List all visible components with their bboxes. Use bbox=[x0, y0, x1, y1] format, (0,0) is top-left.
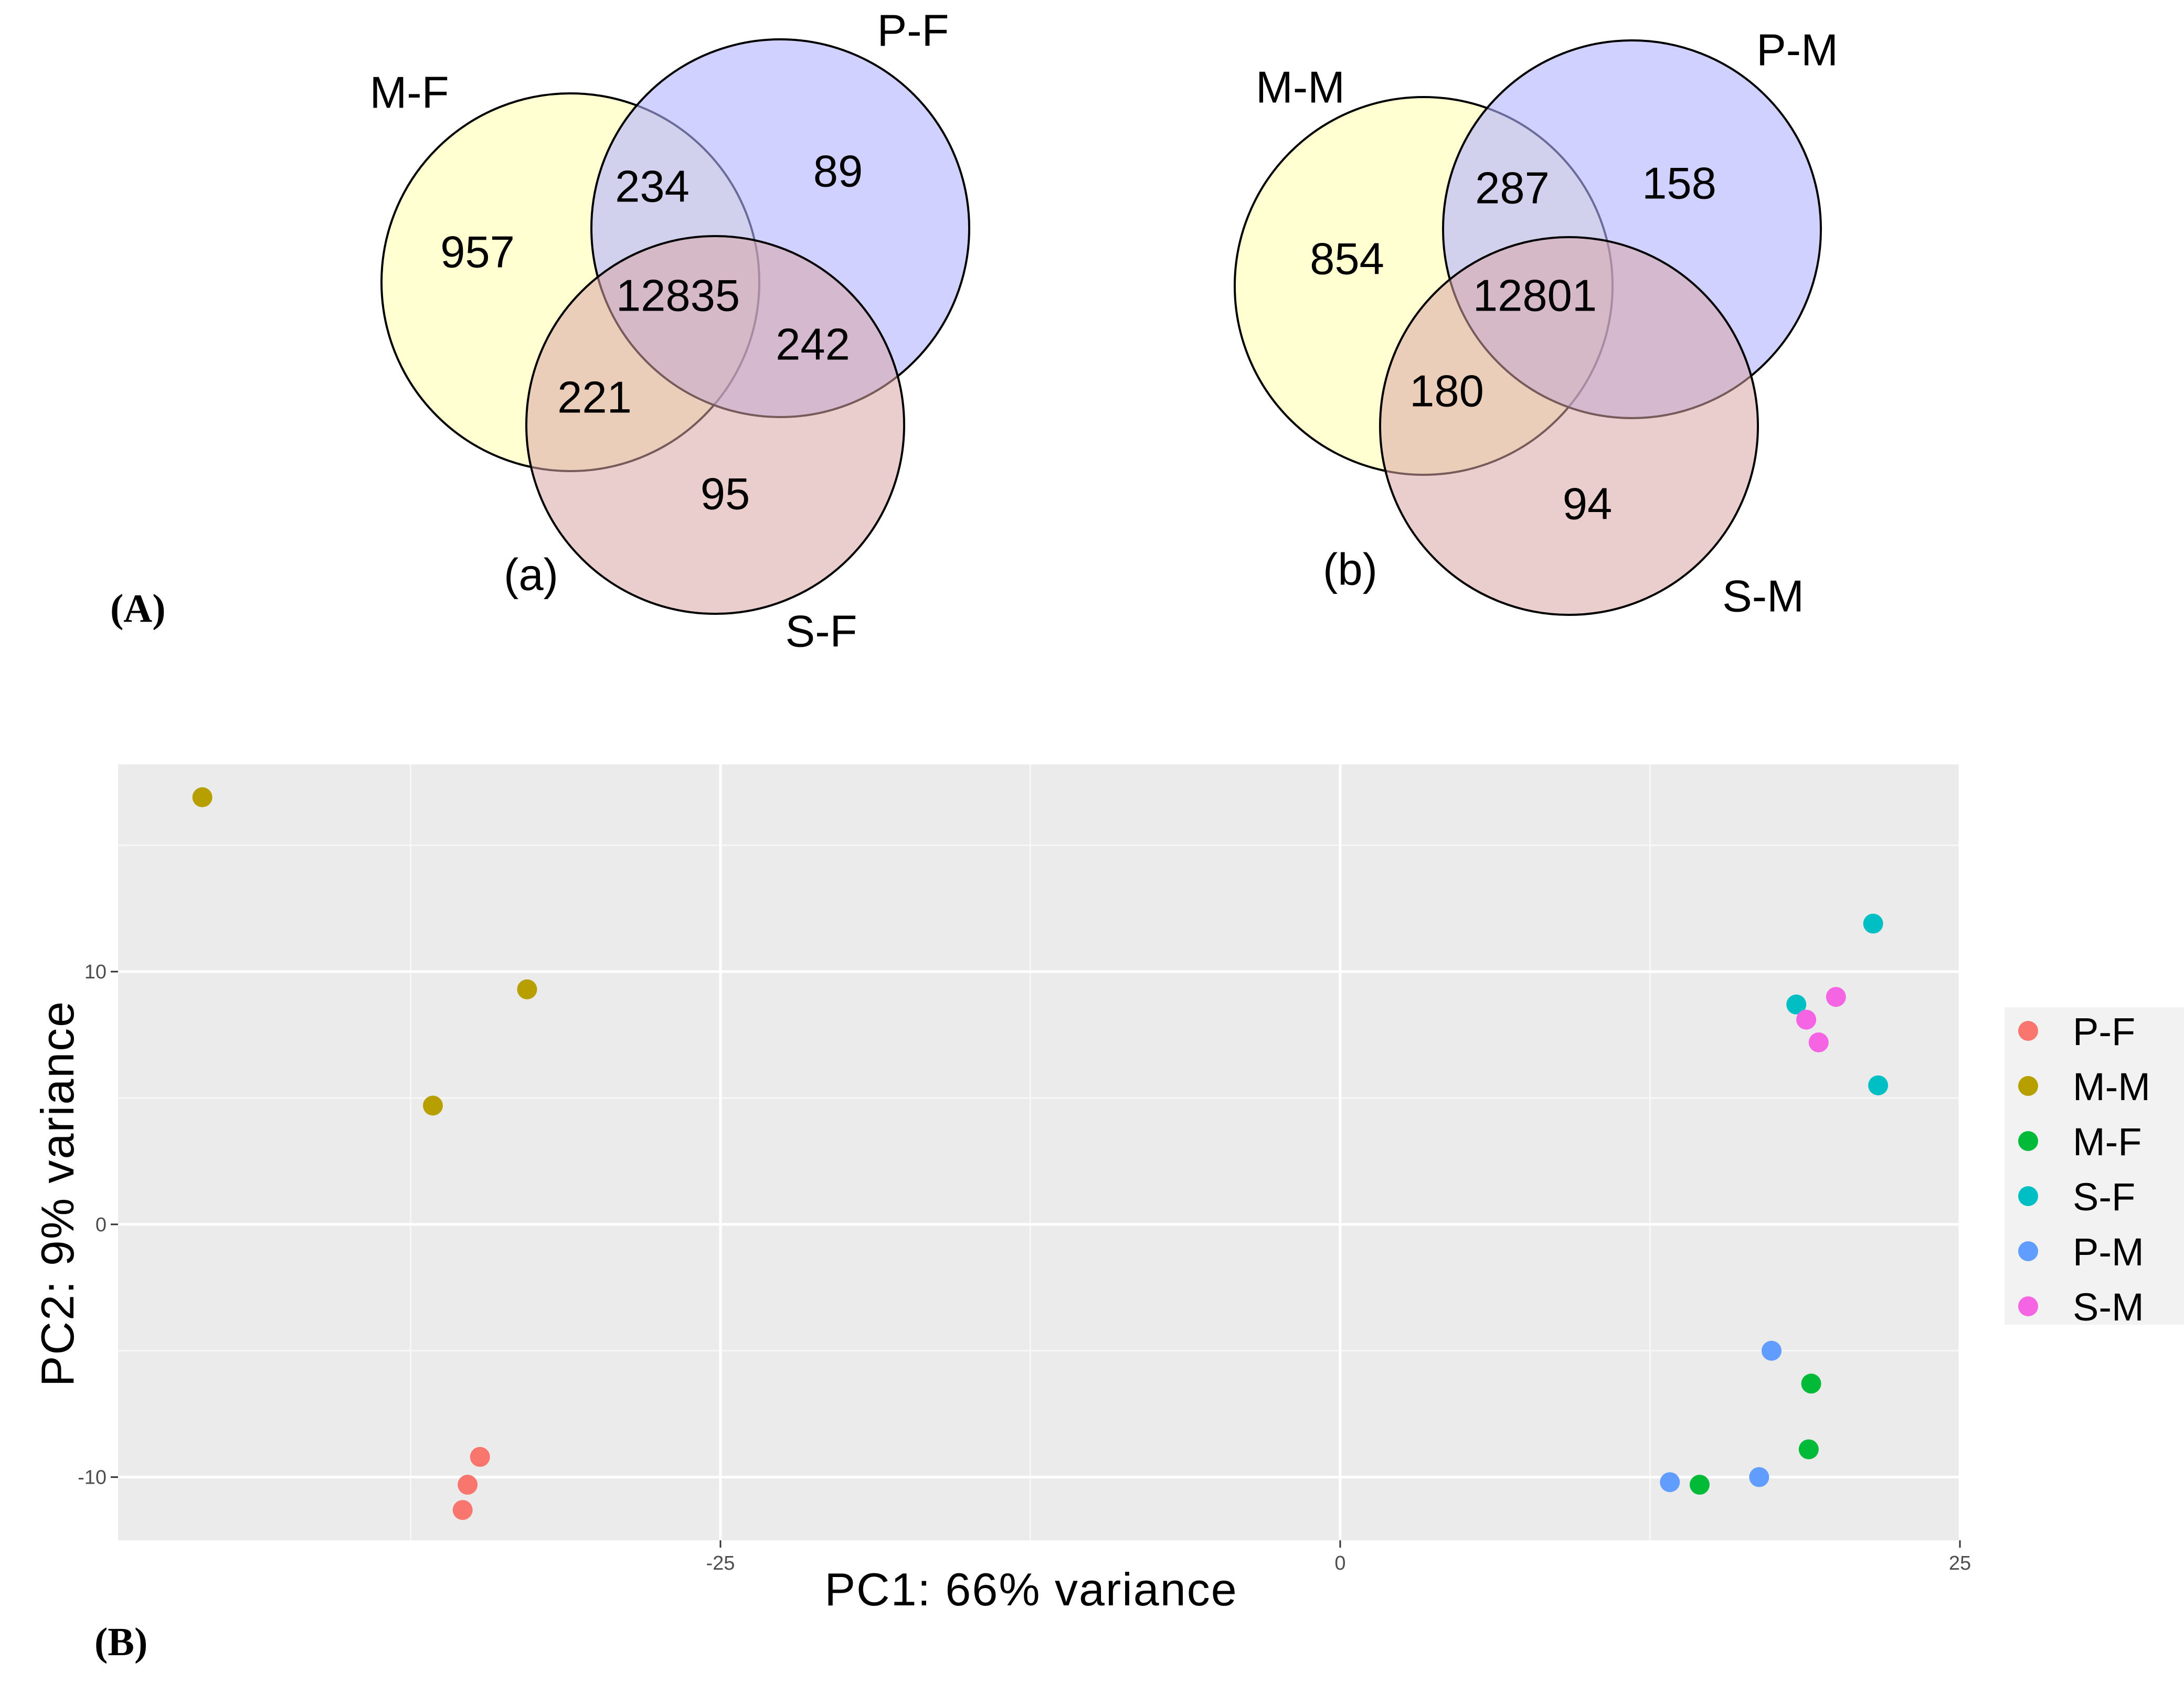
venn-a-region-sf-only: 95 bbox=[701, 469, 750, 519]
venn-a-circle-sf bbox=[525, 235, 905, 615]
x-tick-label: 0 bbox=[1334, 1552, 1345, 1574]
legend-key-s-m bbox=[2018, 1296, 2038, 1316]
point-s-f bbox=[1863, 913, 1883, 934]
panel-label-b: (B) bbox=[94, 1620, 147, 1664]
panel-label-a: (A) bbox=[110, 587, 166, 631]
venn-a-region-pf-sf: 242 bbox=[776, 319, 850, 369]
point-m-m bbox=[192, 787, 213, 807]
venn-b-region-mm-sm: 180 bbox=[1409, 366, 1484, 416]
legend-label-m-f: M-F bbox=[2073, 1120, 2142, 1164]
point-m-f bbox=[1801, 1373, 1821, 1394]
legend-label-p-f: P-F bbox=[2073, 1010, 2135, 1053]
legend-key-p-m bbox=[2018, 1241, 2038, 1261]
plot-panel-background bbox=[118, 764, 1960, 1540]
point-m-f bbox=[1689, 1475, 1710, 1495]
venn-a-label-mf: M-F bbox=[369, 68, 449, 118]
y-tick-label: -10 bbox=[78, 1467, 107, 1489]
y-tick-label: 10 bbox=[84, 961, 107, 983]
axis-ticks: -25 0 25 -10 0 10 bbox=[78, 961, 1971, 1574]
venn-b-region-mm-pm: 287 bbox=[1475, 163, 1550, 213]
point-p-f bbox=[458, 1475, 478, 1495]
venn-a-region-all: 12835 bbox=[616, 271, 740, 321]
point-s-m bbox=[1826, 987, 1846, 1007]
venn-diagram-a: M-F P-F S-F 957 89 95 234 221 242 12835 … bbox=[369, 6, 970, 656]
legend-label-s-m: S-M bbox=[2073, 1285, 2144, 1329]
venn-a-region-mf-sf: 221 bbox=[557, 372, 632, 422]
legend-key-m-f bbox=[2018, 1131, 2038, 1151]
point-p-m bbox=[1761, 1340, 1782, 1361]
venn-a-label-sf: S-F bbox=[786, 606, 857, 656]
venn-b-label-sm: S-M bbox=[1722, 571, 1804, 621]
y-tick-label: 0 bbox=[96, 1214, 107, 1236]
point-s-m bbox=[1796, 1009, 1817, 1030]
pca-scatter-plot: -25 0 25 -10 0 10 PC1: 66% variance PC2: 9% v… bbox=[31, 764, 2184, 1615]
point-m-f bbox=[1798, 1439, 1819, 1460]
point-s-m bbox=[1808, 1032, 1829, 1052]
point-m-m bbox=[422, 1095, 443, 1116]
x-tick-label: -25 bbox=[706, 1552, 735, 1574]
venn-b-region-pm-only: 158 bbox=[1642, 158, 1716, 208]
legend-key-m-m bbox=[2018, 1076, 2038, 1096]
venn-a-label-pf: P-F bbox=[877, 6, 949, 56]
point-s-f bbox=[1786, 994, 1807, 1015]
venn-b-circle-sm bbox=[1379, 236, 1759, 616]
point-p-f bbox=[470, 1447, 490, 1467]
venn-a-caption: (a) bbox=[504, 550, 558, 600]
venn-a-region-mf-only: 957 bbox=[440, 227, 515, 277]
legend-label-p-m: P-M bbox=[2073, 1230, 2144, 1274]
venn-b-region-sm-only: 94 bbox=[1563, 479, 1613, 529]
point-p-m bbox=[1749, 1467, 1769, 1487]
point-m-m bbox=[517, 979, 537, 999]
point-s-f bbox=[1868, 1075, 1889, 1095]
venn-a-region-mf-pf: 234 bbox=[615, 162, 690, 211]
major-gridlines bbox=[118, 764, 1962, 1540]
legend-background bbox=[2005, 1007, 2184, 1325]
legend: P-F M-M M-F S-F P-M S-M bbox=[2005, 1007, 2184, 1329]
venn-b-region-mm-only: 854 bbox=[1310, 234, 1384, 284]
data-points bbox=[192, 787, 1889, 1520]
x-axis-title: PC1: 66% variance bbox=[824, 1563, 1237, 1615]
y-axis-title: PC2: 9% variance bbox=[31, 1000, 83, 1387]
venn-b-label-pm: P-M bbox=[1756, 25, 1838, 75]
legend-key-p-f bbox=[2018, 1021, 2038, 1041]
point-p-m bbox=[1660, 1472, 1680, 1493]
legend-label-m-m: M-M bbox=[2073, 1065, 2150, 1109]
point-p-f bbox=[452, 1500, 473, 1520]
legend-key-s-f bbox=[2018, 1186, 2038, 1206]
x-tick-label: 25 bbox=[1949, 1552, 1971, 1574]
venn-b-label-mm: M-M bbox=[1256, 62, 1345, 112]
minor-gridlines bbox=[118, 764, 1960, 1540]
venn-b-region-all: 12801 bbox=[1473, 271, 1597, 321]
venn-diagram-b: M-M P-M S-M 854 158 94 287 180 12801 (b) bbox=[1234, 25, 1838, 621]
venn-a-region-pf-only: 89 bbox=[813, 146, 863, 196]
venn-b-caption: (b) bbox=[1323, 545, 1377, 594]
legend-label-s-f: S-F bbox=[2073, 1175, 2135, 1219]
